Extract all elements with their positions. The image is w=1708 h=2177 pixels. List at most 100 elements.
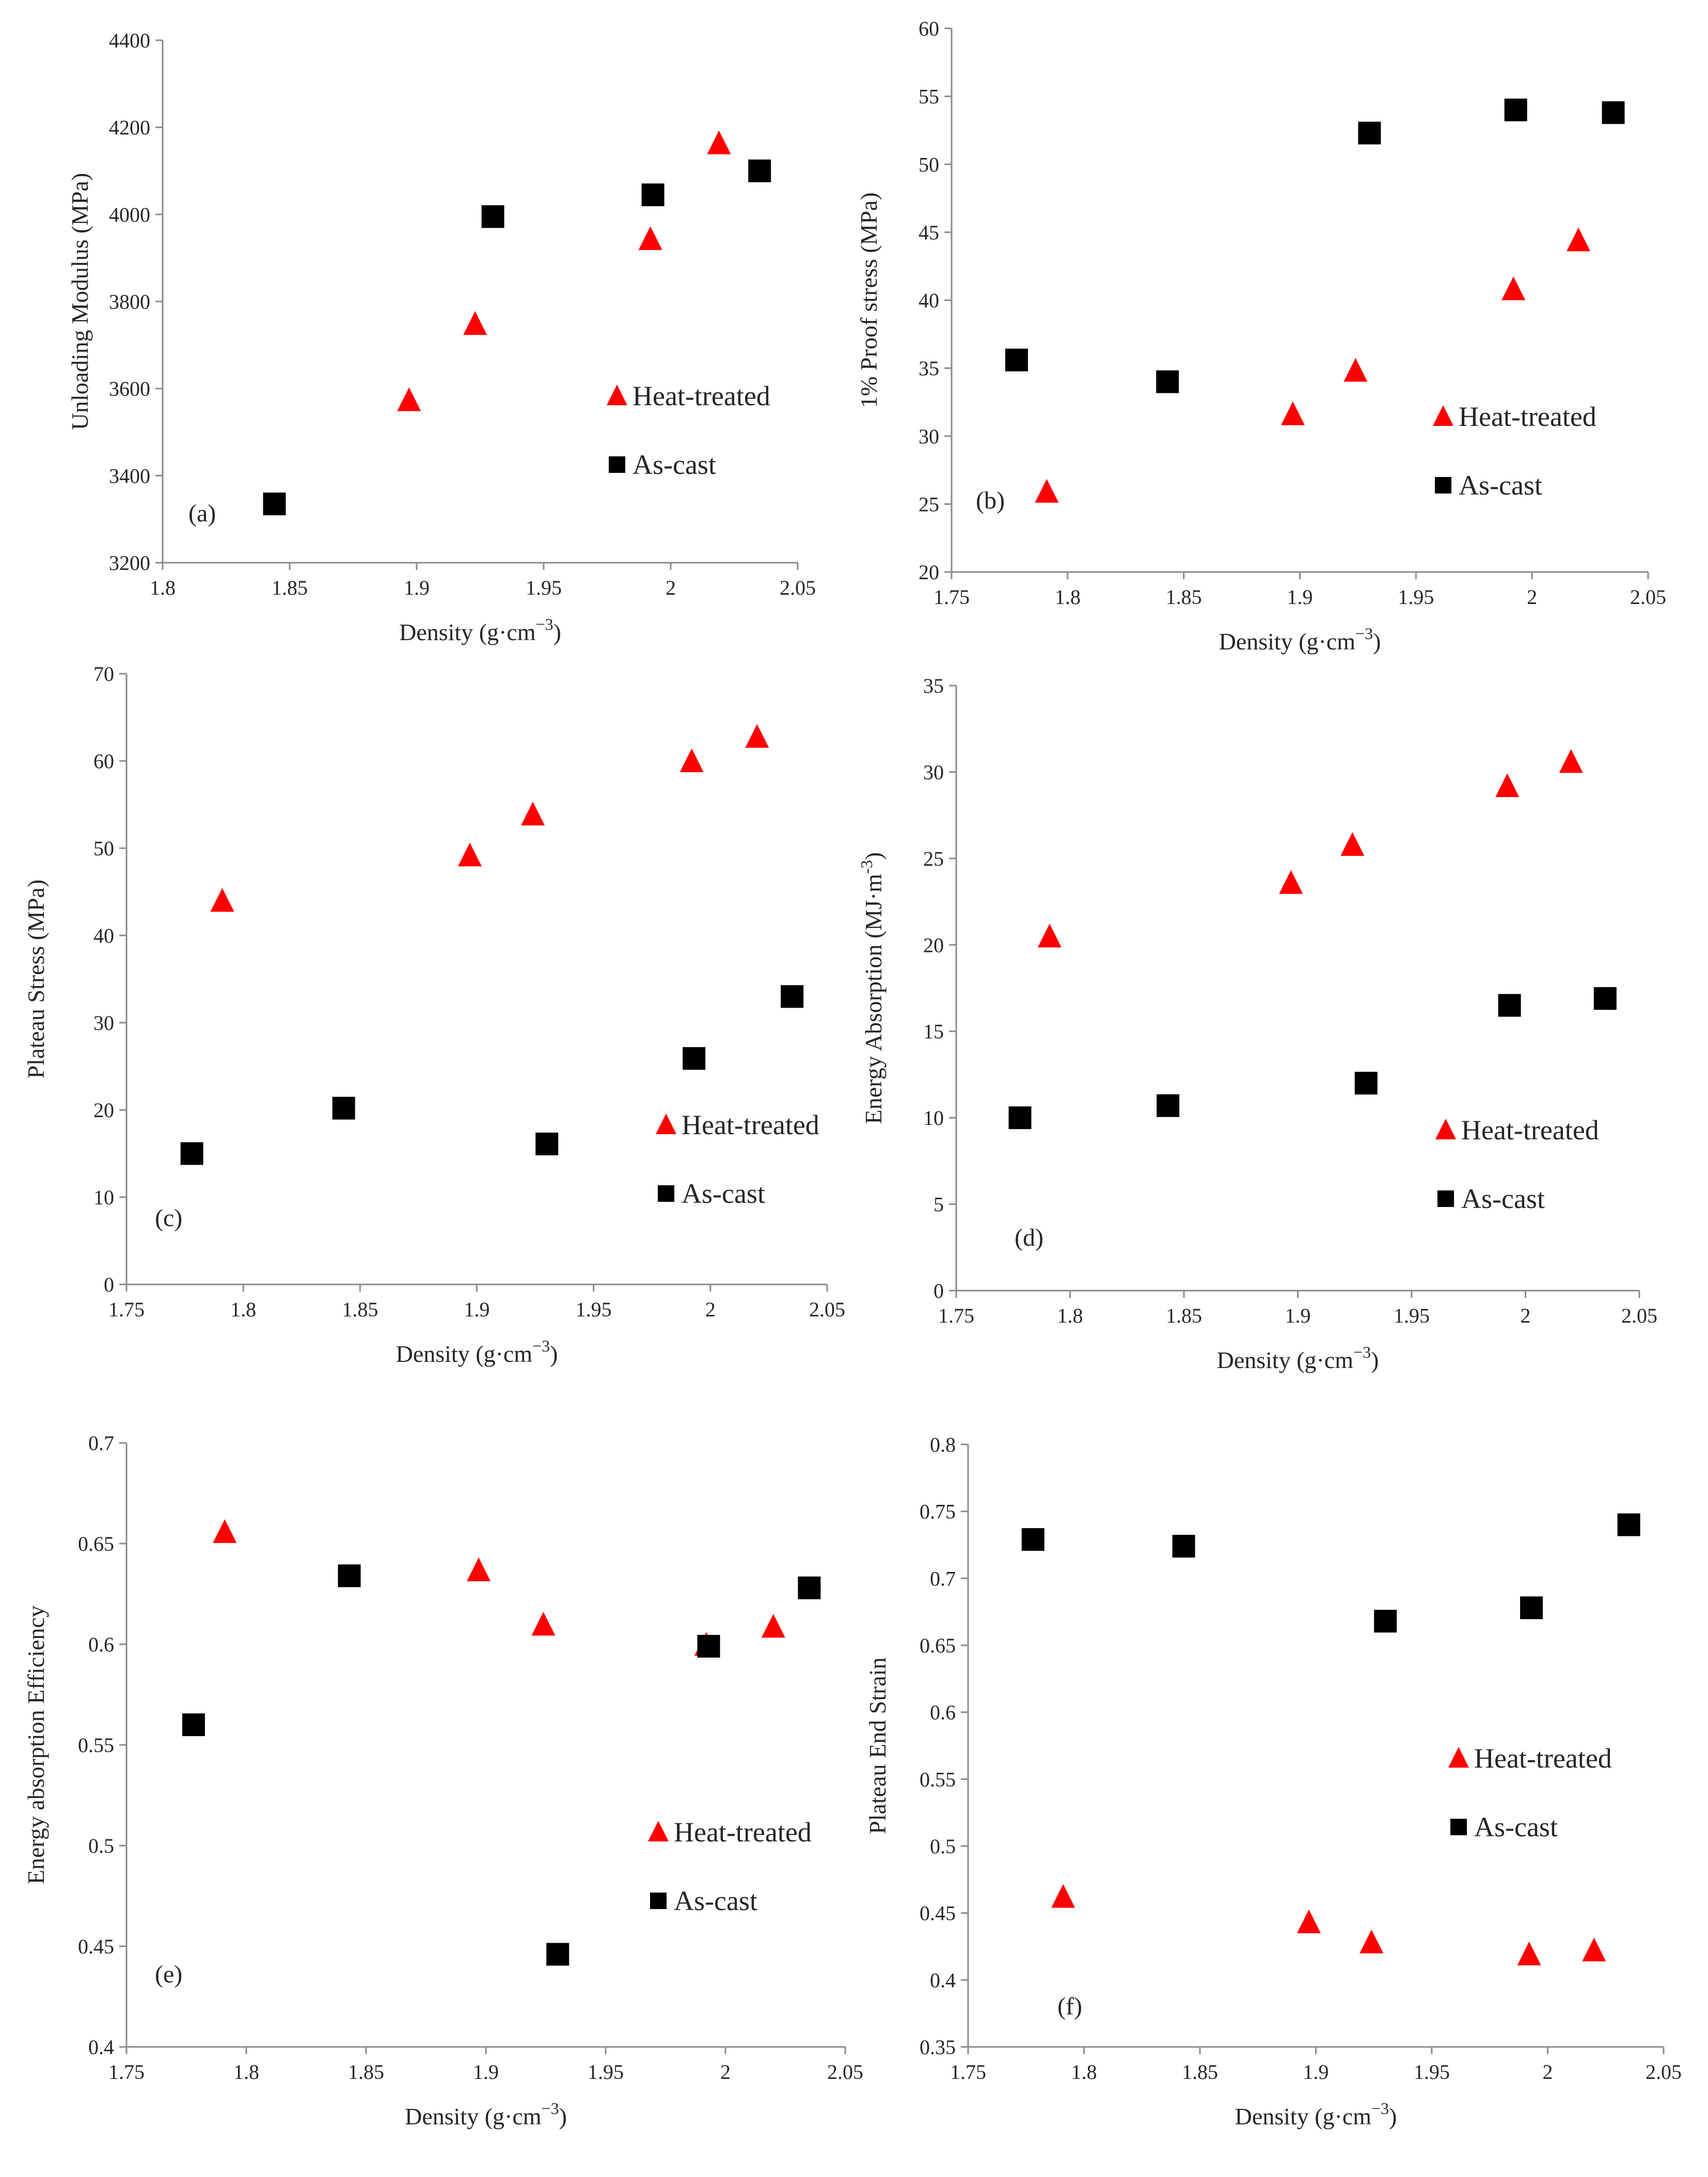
y-tick-label: 0.4 <box>88 2036 114 2059</box>
series-as-cast <box>1008 987 1617 1130</box>
legend-label: Heat-treated <box>632 380 770 411</box>
legend-label: As-cast <box>674 1885 757 1916</box>
x-axis-title-text: Density (g·cm <box>405 2103 542 2130</box>
data-point-triangle <box>467 1558 491 1581</box>
x-tick-label: 1.75 <box>950 2060 986 2084</box>
y-tick-label: 5 <box>934 1193 944 1216</box>
data-point-square <box>641 183 665 206</box>
x-tick-label: 1.95 <box>526 576 562 599</box>
x-tick-label: 2 <box>720 2060 731 2084</box>
data-point-square <box>683 1047 706 1070</box>
legend-marker-triangle <box>1433 405 1453 426</box>
y-tick-label: 0.8 <box>930 1433 956 1456</box>
x-tick-label: 2.05 <box>827 2060 863 2084</box>
series-as-cast <box>263 160 771 516</box>
data-point-triangle <box>531 1612 556 1636</box>
data-point-square <box>781 985 804 1008</box>
chart-panel-b: 20 25 30 35 40 45 50 55 60 1.75 1.8 1.85 1.9 1.95 2 2.0… <box>856 17 1666 655</box>
series-heat-treated <box>1035 227 1591 503</box>
y-tick-label: 20 <box>93 1099 114 1122</box>
panel-label: (f) <box>1057 1993 1082 2020</box>
x-tick-label: 1.9 <box>1287 585 1313 609</box>
panel-label: (d) <box>1015 1224 1043 1251</box>
data-point-triangle <box>1567 227 1591 251</box>
legend-label: Heat-treated <box>1474 1743 1612 1774</box>
y-tick-label: 40 <box>93 924 114 947</box>
x-axis-title-text: Density (g·cm <box>1235 2103 1372 2130</box>
x-tick-label: 1.95 <box>1414 2060 1450 2084</box>
panel-label: (e) <box>155 1961 182 1988</box>
panel-label: (c) <box>155 1204 182 1232</box>
x-tick-label: 1.95 <box>576 1298 612 1321</box>
y-tick-label: 0.7 <box>88 1432 114 1455</box>
data-point-triangle <box>1279 870 1303 894</box>
x-tick-label: 2.05 <box>1646 2060 1682 2084</box>
y-tick-label: 35 <box>923 674 944 697</box>
data-point-square <box>1156 370 1179 393</box>
x-axis-title-text: Density (g·cm <box>396 1341 533 1367</box>
data-point-triangle <box>1343 358 1368 382</box>
y-tick-label: 20 <box>923 933 944 957</box>
legend-marker-square <box>1437 1190 1454 1207</box>
legend-marker-square <box>650 1893 667 1909</box>
series-heat-treated <box>397 130 731 411</box>
x-tick-label: 1.85 <box>348 2060 384 2084</box>
x-tick-label: 1.95 <box>1394 1304 1430 1327</box>
x-tick-label: 1.75 <box>934 585 970 609</box>
data-point-square <box>1504 98 1527 121</box>
data-point-triangle <box>213 1519 237 1543</box>
legend-entry: Heat-treated <box>1435 1115 1599 1146</box>
data-point-square <box>182 1713 205 1736</box>
y-axis-title-text: 1% Proof stress (MPa) <box>856 193 882 408</box>
x-tick-label: 1.85 <box>342 1298 378 1321</box>
x-tick-label: 2.05 <box>1630 585 1666 609</box>
legend-entry: As-cast <box>658 1178 765 1209</box>
series-heat-treated <box>1051 1884 1606 1966</box>
data-point-square <box>535 1132 559 1155</box>
x-tick-label: 1.8 <box>1071 2060 1097 2084</box>
data-point-triangle <box>1051 1884 1076 1908</box>
chart-panel-d: 0 5 10 15 20 25 30 35 1.75 1.8 1.85 1.9 1.95 2 2.05 Den… <box>857 674 1657 1373</box>
y-axis-title: Plateau End Strain <box>864 1657 891 1834</box>
chart-panel-e: 0.4 0.45 0.5 0.55 0.6 0.65 0.7 1.75 1.8 1.85 1.9 1.… <box>23 1432 863 2130</box>
legend-entry: Heat-treated <box>1433 401 1596 432</box>
legend-entry: Heat-treated <box>1448 1743 1612 1774</box>
legend-marker-triangle <box>607 385 627 405</box>
x-tick-label: 2 <box>705 1298 716 1321</box>
data-point-triangle <box>745 724 769 748</box>
x-axis-title: Density (g·cm−3) <box>399 615 561 645</box>
legend-marker-triangle <box>1435 1119 1456 1139</box>
data-point-triangle <box>1037 924 1062 948</box>
x-axis-title-close: ) <box>559 2103 567 2130</box>
x-tick-label: 1.9 <box>1285 1304 1311 1327</box>
data-point-triangle <box>1495 773 1520 797</box>
legend-entry: As-cast <box>609 449 716 480</box>
data-point-square <box>748 160 771 182</box>
y-tick-label: 0.75 <box>920 1500 956 1523</box>
x-tick-label: 1.85 <box>1166 1304 1202 1327</box>
y-tick-label: 3200 <box>109 551 150 575</box>
data-point-square <box>1157 1094 1180 1117</box>
x-axis-title-superscript: −3 <box>542 2099 559 2118</box>
x-axis-title: Density (g·cm−3) <box>1235 2099 1397 2130</box>
y-tick-label: 3400 <box>109 464 150 487</box>
data-point-triangle <box>1501 276 1526 300</box>
x-tick-label: 1.9 <box>1303 2060 1329 2084</box>
x-axis-title: Density (g·cm−3) <box>1219 624 1381 655</box>
x-tick-label: 1.75 <box>108 1298 145 1321</box>
y-tick-label: 15 <box>923 1020 944 1043</box>
data-point-square <box>1617 1513 1640 1536</box>
y-axis-title-text: Energy absorption Efficiency <box>23 1606 49 1884</box>
y-axis-title-text: Unloading Modulus (MPa) <box>67 173 93 430</box>
x-tick-label: 1.9 <box>404 576 430 599</box>
y-tick-label: 30 <box>93 1011 114 1035</box>
y-tick-label: 0.65 <box>78 1532 114 1555</box>
x-axis-title-text: Density (g·cm <box>1217 1347 1354 1373</box>
x-tick-label: 1.9 <box>473 2060 499 2084</box>
y-tick-label: 25 <box>923 847 944 870</box>
chart-panel-a: 3200 3400 3600 3800 4000 4200 4400 1.8 1.85 1.9 1.… <box>67 29 816 645</box>
x-tick-label: 1.8 <box>1055 585 1081 609</box>
data-point-square <box>1021 1528 1045 1551</box>
y-tick-label: 30 <box>919 425 939 448</box>
y-tick-label: 0 <box>934 1279 944 1302</box>
